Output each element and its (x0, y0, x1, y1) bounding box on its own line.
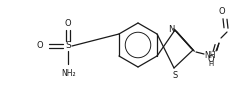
Text: S: S (172, 71, 178, 80)
Text: H: H (208, 61, 214, 67)
Text: NH₂: NH₂ (62, 69, 76, 78)
Text: O: O (208, 55, 214, 65)
Text: O: O (219, 7, 225, 16)
Text: NH: NH (204, 52, 216, 61)
Text: S: S (65, 42, 71, 51)
Text: O: O (65, 19, 71, 28)
Text: O: O (37, 42, 43, 51)
Text: N: N (168, 25, 174, 33)
